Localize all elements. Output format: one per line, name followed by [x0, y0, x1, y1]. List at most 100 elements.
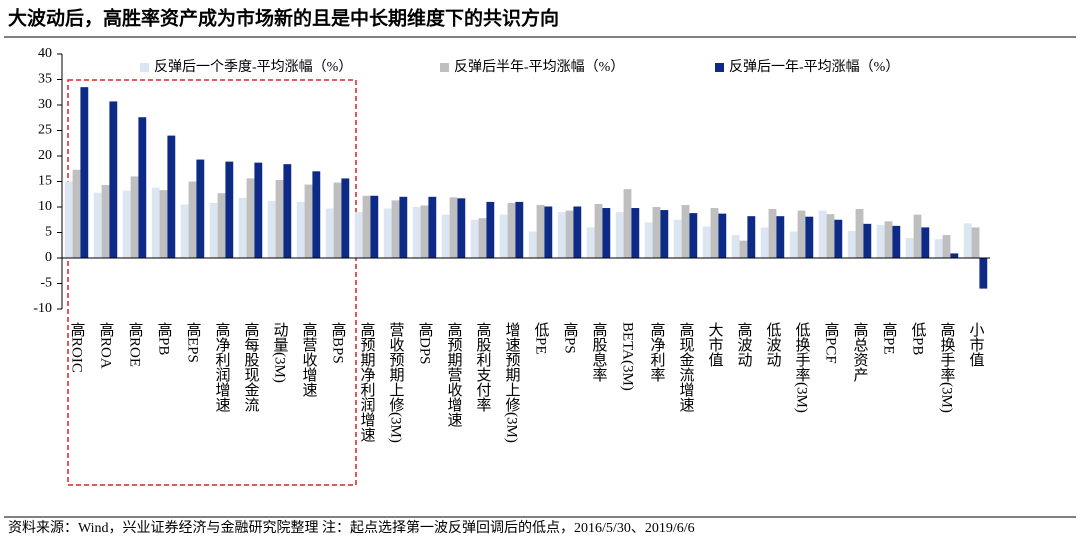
x-tick-label: 高DPS [417, 322, 434, 365]
x-tick-label: 高预期营收增速 [446, 322, 463, 428]
bar [188, 181, 197, 258]
bar [180, 204, 189, 258]
bar [333, 182, 342, 258]
bar [731, 235, 740, 258]
x-tick-label: 高波动 [736, 322, 753, 368]
bar [246, 178, 255, 258]
bar [768, 209, 777, 258]
bar [615, 212, 624, 258]
bar [267, 200, 276, 258]
bar [905, 238, 914, 258]
bar [93, 192, 102, 258]
bar [528, 231, 537, 258]
bar [623, 189, 632, 258]
x-tick-label: 大市值 [707, 322, 724, 367]
bar [275, 179, 284, 258]
y-tick-label: -10 [33, 301, 52, 316]
bar [167, 135, 176, 258]
bar [834, 219, 843, 258]
bar [876, 224, 885, 258]
x-tick-label: 高ROA [98, 322, 115, 369]
y-tick-label: 10 [38, 199, 52, 214]
x-tick-label: 高现金流增速 [678, 322, 695, 413]
bar [399, 196, 408, 258]
bar [391, 200, 400, 258]
bar [122, 190, 131, 258]
x-tick-label: 高每股现金流 [243, 322, 260, 413]
bar [971, 227, 980, 258]
bar [586, 227, 595, 258]
bar [304, 184, 313, 258]
x-tick-label: 动量(3M) [272, 322, 289, 383]
bar [225, 161, 234, 258]
bar [718, 213, 727, 258]
x-tick-label: 高净利率 [649, 322, 666, 382]
bar [457, 198, 466, 258]
x-tick-label: 高总资产 [852, 322, 869, 382]
bar [159, 190, 168, 258]
y-tick-label: 15 [38, 174, 52, 189]
bar [702, 226, 711, 258]
x-tick-label: 高股息率 [591, 322, 608, 382]
bar [370, 195, 379, 258]
bar [72, 169, 81, 258]
bar [536, 204, 545, 258]
bar [325, 208, 334, 258]
bar [660, 210, 669, 258]
bar [138, 117, 147, 259]
bar [412, 207, 421, 258]
bar [818, 210, 827, 258]
bar [573, 206, 582, 258]
y-tick-label: 30 [38, 97, 52, 112]
bar [80, 87, 89, 259]
bar [950, 253, 959, 258]
bar [341, 178, 350, 258]
bar [892, 225, 901, 258]
bar [934, 239, 943, 258]
x-tick-label: 高PB [156, 322, 173, 355]
x-tick-label: 营收预期上修(3M) [388, 322, 405, 443]
x-tick-label: 高BPS [330, 322, 347, 364]
bar [312, 171, 321, 258]
x-tick-label: 高PCF [823, 322, 840, 364]
bar [151, 187, 160, 258]
bar [441, 214, 450, 258]
bar [557, 212, 566, 258]
x-tick-label: 高PS [562, 322, 579, 354]
x-tick-label: 低PE [533, 322, 550, 355]
y-tick-label: 20 [38, 148, 52, 163]
bar [64, 181, 73, 258]
y-tick-label: -5 [40, 276, 52, 291]
bar [863, 223, 872, 258]
bar [217, 193, 226, 258]
chart-title: 大波动后，高胜率资产成为市场新的且是中长期维度下的共识方向 [8, 6, 559, 29]
x-tick-label: 高股利支付率 [475, 322, 492, 412]
bar [979, 258, 988, 289]
bar [101, 185, 110, 258]
bar [776, 216, 785, 258]
bar [602, 208, 611, 258]
bar [789, 231, 798, 258]
bar [254, 162, 263, 258]
bar [499, 214, 508, 258]
bar [942, 235, 951, 258]
bar [478, 218, 487, 258]
bar [209, 202, 218, 258]
legend-swatch [440, 63, 449, 72]
highlight-box [67, 79, 357, 486]
y-tick-label: 25 [38, 123, 52, 138]
bar [507, 202, 516, 258]
x-tick-label: 小市值 [968, 322, 985, 367]
bar [681, 204, 690, 258]
x-tick-label: 高PE [881, 322, 898, 355]
bar [296, 201, 305, 258]
bar [805, 216, 814, 258]
bar [130, 176, 139, 258]
bar [515, 201, 524, 258]
y-tick-label: 35 [38, 72, 52, 87]
x-tick-label: 高换手率(3M) [939, 322, 956, 413]
bar [826, 214, 835, 258]
bar [644, 222, 653, 258]
legend-swatch [715, 63, 724, 72]
